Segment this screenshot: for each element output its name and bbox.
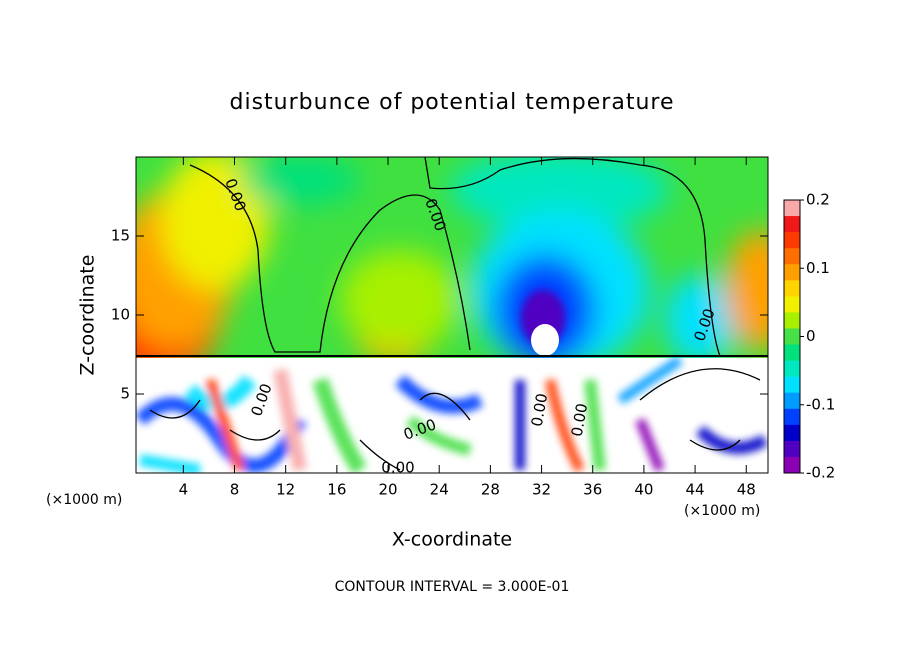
x-tick-label: 24 (430, 481, 449, 499)
contour-label: 0.00 (528, 392, 552, 428)
colorbar-swatch (784, 312, 800, 329)
colorbar-swatch (784, 264, 800, 281)
colorbar-swatch (784, 456, 800, 474)
colorbar-tick-label: 0.1 (806, 259, 830, 277)
colorbar-swatch (784, 280, 800, 297)
chart-title: disturbunce of potential temperature (230, 90, 675, 115)
x-tick-label: 36 (583, 481, 602, 499)
x-tick-label: 40 (634, 481, 653, 499)
footer: CONTOUR INTERVAL = 3.000E-01 (335, 579, 570, 595)
colorbar-tick-label: 0.2 (806, 191, 830, 209)
colorbar-tick-label: -0.1 (806, 395, 835, 413)
x-tick-label: 44 (686, 481, 705, 499)
x-axis-label: X-coordinate (392, 529, 512, 551)
y-unit-label: (×1000 m) (46, 492, 122, 508)
colorbar-swatch (784, 328, 800, 346)
x-tick-label: 28 (481, 481, 500, 499)
x-tick-label: 48 (737, 481, 756, 499)
colorbar-swatch (784, 296, 800, 313)
y-axis-label: Z-coordinate (77, 255, 99, 376)
colorbar-swatch (784, 440, 800, 458)
contour-field (136, 157, 768, 473)
colorbar-swatch (784, 408, 800, 426)
colorbar-swatch (784, 248, 800, 265)
x-tick-label: 12 (276, 481, 295, 499)
x-unit-label: (×1000 m) (684, 503, 760, 519)
colorbar-tick-label: -0.2 (806, 464, 835, 482)
colorbar-swatch (784, 344, 800, 362)
x-tick-label: 4 (179, 481, 189, 499)
colorbar-swatch (784, 376, 800, 394)
y-tick-label: 15 (111, 227, 130, 245)
colorbar-swatch (784, 216, 800, 233)
colorbar-swatch (784, 360, 800, 378)
x-tick-label: 16 (327, 481, 346, 499)
x-tick-label: 32 (532, 481, 551, 499)
x-tick-label: 20 (378, 481, 397, 499)
y-tick-label: 5 (120, 385, 130, 403)
y-tick-label: 10 (111, 306, 130, 324)
contour-label: 0.00 (568, 402, 592, 438)
colorbar-swatch (784, 200, 800, 217)
colorbar-swatch (784, 392, 800, 410)
colorbar-swatch (784, 232, 800, 249)
colorbar-tick-label: 0 (806, 327, 816, 345)
colorbar-swatch (784, 424, 800, 442)
contour-label: 0.00 (381, 459, 414, 477)
x-tick-label: 8 (230, 481, 240, 499)
